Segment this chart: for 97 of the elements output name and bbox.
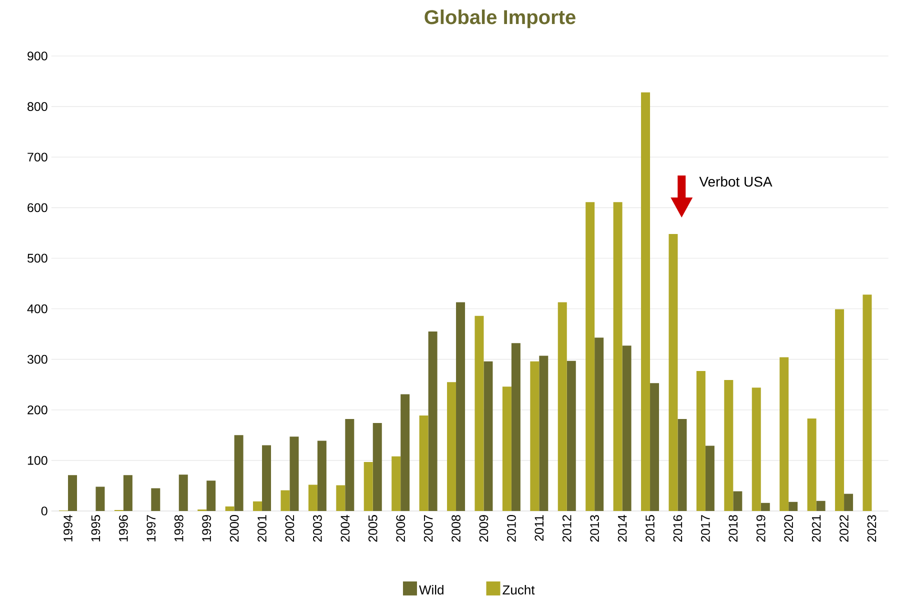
x-tick-label: 2020	[784, 515, 794, 542]
bar	[502, 386, 512, 512]
bar	[724, 380, 734, 512]
x-tick-label: 1995	[91, 515, 100, 542]
bar	[788, 502, 798, 512]
bar	[400, 394, 410, 512]
legend-label: Wild	[419, 585, 444, 595]
y-tick-label: 500	[27, 254, 48, 263]
bar	[474, 316, 484, 512]
bar	[456, 302, 466, 512]
bar	[530, 361, 540, 512]
x-tick-label: 2008	[452, 515, 460, 542]
y-tick-label: 0	[41, 506, 48, 516]
x-tick-label: 2017	[701, 515, 710, 542]
x-tick-label: 2018	[728, 515, 738, 542]
x-tick-label: 2002	[285, 515, 294, 542]
bar	[678, 419, 687, 512]
x-tick-label: 2003	[313, 515, 322, 542]
bar	[539, 356, 548, 512]
bar	[622, 346, 632, 512]
bar	[392, 456, 401, 512]
bar	[447, 382, 456, 512]
x-tick-label: 2009	[479, 515, 488, 542]
y-tick-label: 300	[27, 354, 48, 364]
x-tick-label: 2005	[368, 515, 378, 542]
x-tick-label: 1996	[119, 515, 128, 542]
bar	[419, 416, 428, 512]
bar	[96, 486, 105, 512]
bar	[262, 445, 272, 512]
chart-title: Globale Importe	[424, 10, 576, 28]
legend-label: Zucht	[502, 585, 535, 595]
x-tick-label: 2016	[673, 515, 682, 542]
bar	[816, 500, 826, 512]
x-tick-label: 2001	[258, 515, 266, 542]
bar	[68, 475, 77, 512]
y-tick-label: 900	[28, 52, 48, 60]
bar	[290, 436, 299, 512]
x-tick-label: 1999	[202, 515, 212, 542]
bar	[253, 501, 262, 512]
x-tick-label: 1998	[174, 515, 184, 542]
bar	[835, 309, 844, 512]
y-tick-label: 700	[28, 152, 48, 162]
x-tick-label: 2006	[396, 515, 406, 542]
bar	[484, 361, 493, 512]
bar	[586, 202, 595, 512]
bar	[862, 294, 872, 512]
bar	[696, 371, 706, 512]
x-tick-label: 2000	[230, 515, 239, 542]
bar	[206, 480, 216, 512]
y-tick-label: 200	[28, 406, 48, 414]
bar	[641, 92, 650, 512]
bar	[752, 388, 761, 512]
bar	[308, 484, 318, 512]
annotation: Verbot USA	[699, 176, 772, 187]
bar	[234, 435, 244, 512]
bar	[225, 506, 234, 512]
bar	[372, 423, 382, 512]
bar	[317, 440, 326, 512]
x-tick-label: 2015	[646, 515, 654, 542]
x-tick-label: 2012	[562, 515, 572, 542]
x-tick-label: 1997	[146, 515, 156, 542]
x-tick-label: 2013	[590, 515, 600, 542]
x-tick-label: 2007	[424, 515, 433, 542]
x-tick-label: 2022	[840, 515, 848, 542]
bar	[733, 491, 742, 512]
x-tick-label: 2021	[812, 515, 821, 542]
bar	[178, 474, 188, 512]
x-tick-label: 2019	[756, 515, 766, 542]
bar	[807, 418, 816, 512]
bar	[336, 485, 346, 512]
bar	[151, 488, 160, 512]
bar	[345, 419, 354, 512]
bar	[760, 502, 770, 512]
bar	[511, 343, 520, 512]
x-tick-label: 2010	[507, 515, 516, 542]
y-tick-label: 600	[28, 203, 48, 212]
bar	[650, 383, 660, 512]
x-tick-label: 2011	[534, 515, 544, 541]
bar	[280, 490, 290, 512]
bar	[668, 234, 678, 512]
bar	[428, 332, 438, 512]
y-tick-label: 100	[28, 456, 48, 465]
bar	[594, 338, 604, 512]
bar	[123, 475, 132, 512]
bar	[558, 302, 567, 512]
x-tick-label: 2004	[340, 514, 350, 542]
x-tick-label: 2023	[867, 515, 876, 542]
bar	[844, 494, 854, 512]
x-tick-label: 1994	[64, 514, 72, 542]
bar	[613, 202, 622, 512]
x-tick-label: 2014	[618, 514, 627, 542]
y-tick-label: 400	[27, 304, 48, 314]
y-tick-label: 800	[28, 102, 48, 112]
bar	[705, 446, 714, 512]
bar	[780, 357, 789, 512]
bar	[566, 360, 576, 512]
bar	[364, 462, 373, 512]
